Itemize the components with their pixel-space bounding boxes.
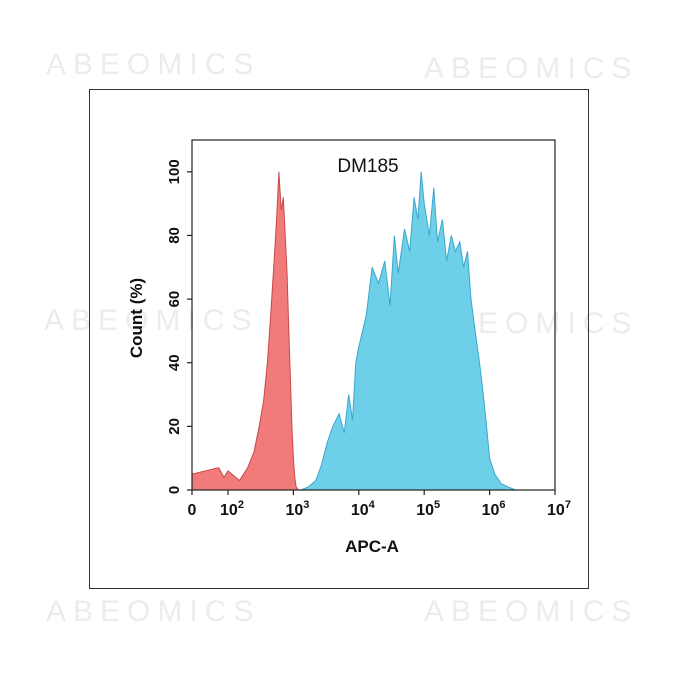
x-tick-label: 105 [416,499,440,519]
histogram-series-2 [300,171,516,491]
y-tick-label: 0 [166,486,183,494]
y-tick-label: 20 [166,418,183,435]
x-tick-label: 103 [285,499,309,519]
y-axis-label: Count (%) [127,278,146,358]
watermark-text: ABEOMICS [44,304,259,337]
watermark-text: ABEOMICS [424,52,639,85]
y-tick-label: 100 [166,159,183,184]
watermark-text: ABEOMICS [46,595,261,628]
chart-title: DM185 [337,156,398,177]
y-tick-label: 60 [166,291,183,308]
x-tick-label: 104 [351,499,376,519]
y-tick-label: 80 [166,227,183,244]
x-tick-label: 102 [220,499,244,519]
x-tick-label: 0 [188,502,197,519]
histogram-series-1 [191,171,300,491]
x-tick-label: 107 [547,499,571,519]
watermark-text: ABEOMICS [46,48,261,81]
x-tick-label: 106 [482,499,506,519]
chart-frame [89,89,589,589]
y-tick-label: 40 [166,354,183,371]
watermark-text: ABEOMICS [424,595,639,628]
plot-box [191,139,556,491]
x-axis-label: APC-A [345,537,399,556]
